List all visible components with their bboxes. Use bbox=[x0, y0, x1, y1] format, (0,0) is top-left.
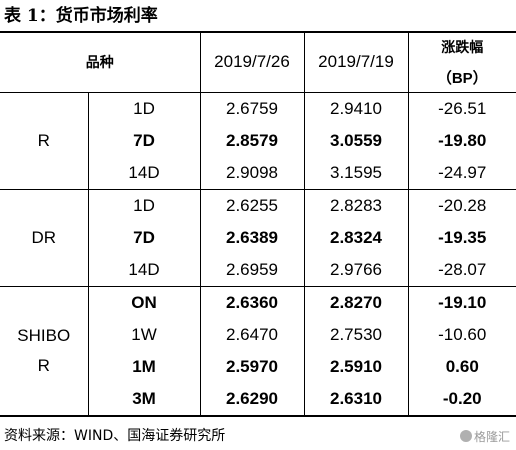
rate-previous: 3.1595 bbox=[304, 157, 409, 190]
header-category: 品种 bbox=[0, 32, 201, 93]
table-row: SHIBO R ON 2.6360 2.8270 -19.10 bbox=[0, 286, 516, 417]
rate-current: 2.6959 bbox=[200, 254, 305, 287]
term-cell: ON bbox=[88, 286, 201, 319]
term-cell: 1D bbox=[88, 189, 201, 222]
rate-change: -24.97 bbox=[438, 163, 487, 182]
rate-previous: 2.7530 bbox=[304, 319, 409, 351]
term-cell: 7D bbox=[88, 125, 201, 157]
rate-change: -0.20 bbox=[408, 383, 516, 417]
rate-current: 2.6470 bbox=[200, 319, 305, 351]
rate-change: -26.51 bbox=[408, 92, 516, 125]
group-label-r: R bbox=[0, 92, 89, 190]
rate-current: 2.5970 bbox=[200, 351, 305, 383]
rate-change: -19.10 bbox=[408, 286, 516, 319]
rate-previous: 2.8270 bbox=[304, 286, 409, 319]
watermark-text: 格隆汇 bbox=[473, 430, 510, 444]
table-row: 1M 2.5970 2.5910 0.60 bbox=[0, 351, 516, 383]
rate-previous: 2.9766 bbox=[304, 254, 409, 287]
rate-change: -10.60 bbox=[438, 325, 487, 344]
term-cell: 1D bbox=[88, 92, 201, 125]
table-row: 3M 2.6290 2.6310 -0.20 bbox=[0, 383, 516, 417]
group-label-shibor-line2: R bbox=[37, 356, 50, 375]
rate-current: 2.6389 bbox=[200, 222, 305, 254]
term-cell: 7D bbox=[88, 222, 201, 254]
table-row: 1W 2.6470 2.7530 -10.60 bbox=[0, 319, 516, 351]
header-date-current: 2019/7/26 bbox=[200, 32, 305, 93]
group-label-shibor: SHIBO R bbox=[0, 286, 89, 417]
table-row: DR 1D 2.6255 2.8283 -20.28 bbox=[0, 189, 516, 287]
table-row: 14D 2.9098 3.1595 -24.97 bbox=[0, 157, 516, 190]
rate-previous: 2.8283 bbox=[304, 189, 409, 222]
rate-change: -19.80 bbox=[438, 131, 487, 150]
term-cell: 14D bbox=[88, 254, 201, 287]
money-market-rate-table: 品种 2019/7/26 2019/7/19 涨跌幅 （BP） R 1D 2.6… bbox=[0, 32, 516, 417]
header-change-unit: （BP） bbox=[436, 69, 488, 87]
rate-previous: 2.5910 bbox=[304, 351, 409, 383]
rate-previous: 2.8324 bbox=[304, 222, 409, 254]
term-cell: 14D bbox=[88, 157, 201, 190]
rate-previous: 2.9410 bbox=[304, 92, 409, 125]
table-row: 7D 2.8579 3.0559 -19.80 bbox=[0, 125, 516, 157]
rate-current: 2.9098 bbox=[200, 157, 305, 190]
rate-change: -20.28 bbox=[408, 189, 516, 222]
header-row-unit: （BP） bbox=[0, 62, 516, 93]
rate-current: 2.8579 bbox=[200, 125, 305, 157]
rate-change: 0.60 bbox=[445, 357, 479, 376]
table-title: 表 1：货币市场利率 bbox=[4, 6, 158, 26]
term-cell: 3M bbox=[88, 383, 201, 417]
rate-current: 2.6360 bbox=[200, 286, 305, 319]
group-label-shibor-line1: SHIBO bbox=[17, 326, 71, 345]
term-cell: 1W bbox=[88, 319, 201, 351]
header-change: 涨跌幅 bbox=[441, 40, 484, 56]
rate-change: -19.35 bbox=[438, 228, 487, 247]
rate-change: -28.07 bbox=[438, 260, 487, 279]
source-note: 资料来源：WIND、国海证券研究所 bbox=[4, 428, 226, 444]
rate-current: 2.6759 bbox=[200, 92, 305, 125]
watermark: 格隆汇 bbox=[459, 427, 510, 447]
table-row: 7D 2.6389 2.8324 -19.35 bbox=[0, 222, 516, 254]
term-cell: 1M bbox=[88, 351, 201, 383]
rate-current: 2.6290 bbox=[200, 383, 305, 417]
rate-previous: 3.0559 bbox=[304, 125, 409, 157]
group-label-dr: DR bbox=[0, 189, 89, 287]
rate-previous: 2.6310 bbox=[304, 383, 409, 417]
header-row: 品种 2019/7/26 2019/7/19 涨跌幅 bbox=[0, 32, 516, 93]
watermark-logo-icon bbox=[459, 430, 472, 442]
header-date-previous: 2019/7/19 bbox=[304, 32, 409, 93]
table-row: 14D 2.6959 2.9766 -28.07 bbox=[0, 254, 516, 287]
rate-current: 2.6255 bbox=[200, 189, 305, 222]
table-row: R 1D 2.6759 2.9410 -26.51 bbox=[0, 92, 516, 190]
